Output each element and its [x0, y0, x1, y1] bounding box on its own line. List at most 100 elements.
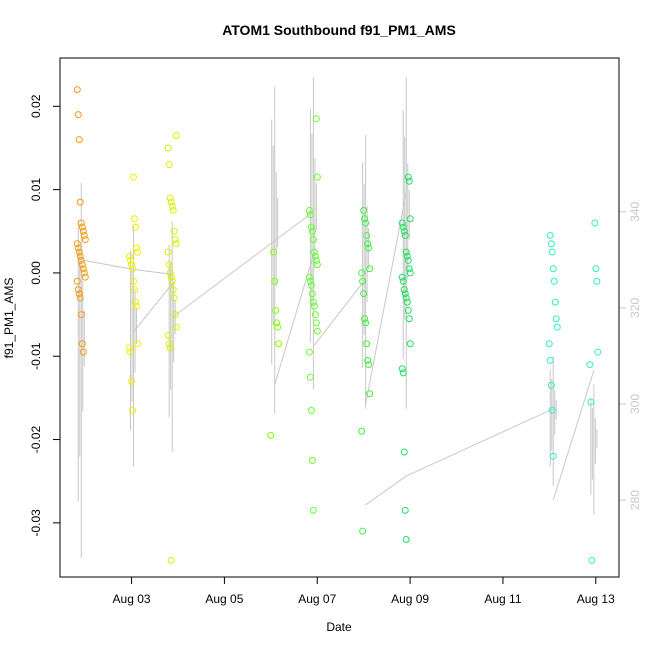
data-point — [403, 298, 411, 306]
trace-connector — [365, 192, 407, 405]
data-point — [128, 377, 136, 385]
data-point — [591, 219, 599, 227]
data-point — [164, 248, 172, 256]
data-point — [365, 361, 373, 369]
data-point — [306, 211, 314, 219]
trace-connector — [312, 278, 367, 347]
data-point — [169, 206, 177, 214]
data-point — [309, 236, 317, 244]
data-point — [405, 265, 413, 273]
data-point — [313, 327, 321, 335]
data-point — [73, 277, 81, 285]
data-point — [587, 398, 595, 406]
data-point — [272, 306, 280, 314]
y-tick-label: 0.00 — [29, 261, 43, 285]
data-point — [165, 340, 173, 348]
data-point — [75, 290, 83, 298]
y-tick-label: 0.01 — [29, 178, 43, 202]
data-point — [170, 294, 178, 302]
data-point — [126, 252, 134, 260]
y-tick-label: -0.02 — [29, 426, 43, 454]
data-point — [310, 302, 318, 310]
data-point — [363, 340, 371, 348]
y-tick-label: 0.02 — [29, 94, 43, 118]
data-point — [546, 231, 554, 239]
trace-connector — [81, 259, 134, 270]
x-tick-label: Aug 07 — [298, 592, 336, 606]
data-point — [552, 315, 560, 323]
data-point — [406, 215, 414, 223]
data-point — [362, 219, 370, 227]
data-point — [75, 136, 83, 144]
data-point — [398, 273, 406, 281]
data-point — [312, 319, 320, 327]
x-tick-label: Aug 03 — [113, 592, 151, 606]
data-point — [133, 244, 141, 252]
data-point — [306, 373, 314, 381]
data-point — [81, 273, 89, 281]
data-point — [312, 115, 320, 123]
y2-tick-label: 320 — [628, 298, 642, 318]
data-point — [134, 340, 142, 348]
data-point — [546, 356, 554, 364]
data-point — [73, 240, 81, 248]
data-point — [77, 311, 85, 319]
x-tick-label: Aug 05 — [205, 592, 243, 606]
data-point — [73, 86, 81, 94]
data-point — [167, 273, 175, 281]
data-point — [127, 348, 135, 356]
data-point — [271, 277, 279, 285]
data-point — [547, 381, 555, 389]
data-point — [127, 256, 135, 264]
data-point — [406, 340, 414, 348]
data-point — [359, 277, 367, 285]
data-point — [312, 256, 320, 264]
data-point — [553, 323, 561, 331]
data-point — [360, 290, 368, 298]
data-point — [76, 294, 84, 302]
data-point — [134, 248, 142, 256]
data-point — [164, 331, 172, 339]
data-point — [171, 311, 179, 319]
data-point — [360, 206, 368, 214]
trace-connector — [406, 408, 554, 477]
trace-lines — [77, 77, 598, 558]
trace-connector — [171, 211, 314, 318]
data-point — [549, 452, 557, 460]
data-point — [274, 323, 282, 331]
data-point — [132, 298, 140, 306]
data-point — [402, 294, 410, 302]
data-point — [361, 315, 369, 323]
data-point — [166, 269, 174, 277]
data-point — [365, 244, 373, 252]
data-point — [165, 261, 173, 269]
data-point — [307, 223, 315, 231]
data-point — [592, 265, 600, 273]
data-point — [129, 265, 137, 273]
data-point — [305, 273, 313, 281]
data-point — [76, 252, 84, 260]
data-point — [401, 231, 409, 239]
data-point — [311, 311, 319, 319]
data-point — [131, 286, 139, 294]
data-point — [74, 244, 82, 252]
data-point — [130, 277, 138, 285]
data-point — [166, 194, 174, 202]
data-point — [313, 261, 321, 269]
data-point — [305, 348, 313, 356]
data-point — [401, 506, 409, 514]
data-point — [398, 219, 406, 227]
data-point — [313, 173, 321, 181]
data-point — [130, 173, 138, 181]
data-point — [172, 240, 180, 248]
data-point — [404, 256, 412, 264]
data-point — [307, 281, 315, 289]
data-point — [267, 431, 275, 439]
data-point — [404, 306, 412, 314]
data-point — [405, 315, 413, 323]
data-point — [77, 256, 85, 264]
data-point — [594, 348, 602, 356]
y-tick-label: -0.03 — [29, 509, 43, 537]
